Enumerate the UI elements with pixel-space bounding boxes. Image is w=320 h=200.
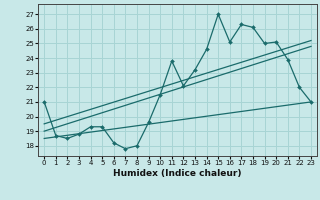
X-axis label: Humidex (Indice chaleur): Humidex (Indice chaleur)	[113, 169, 242, 178]
